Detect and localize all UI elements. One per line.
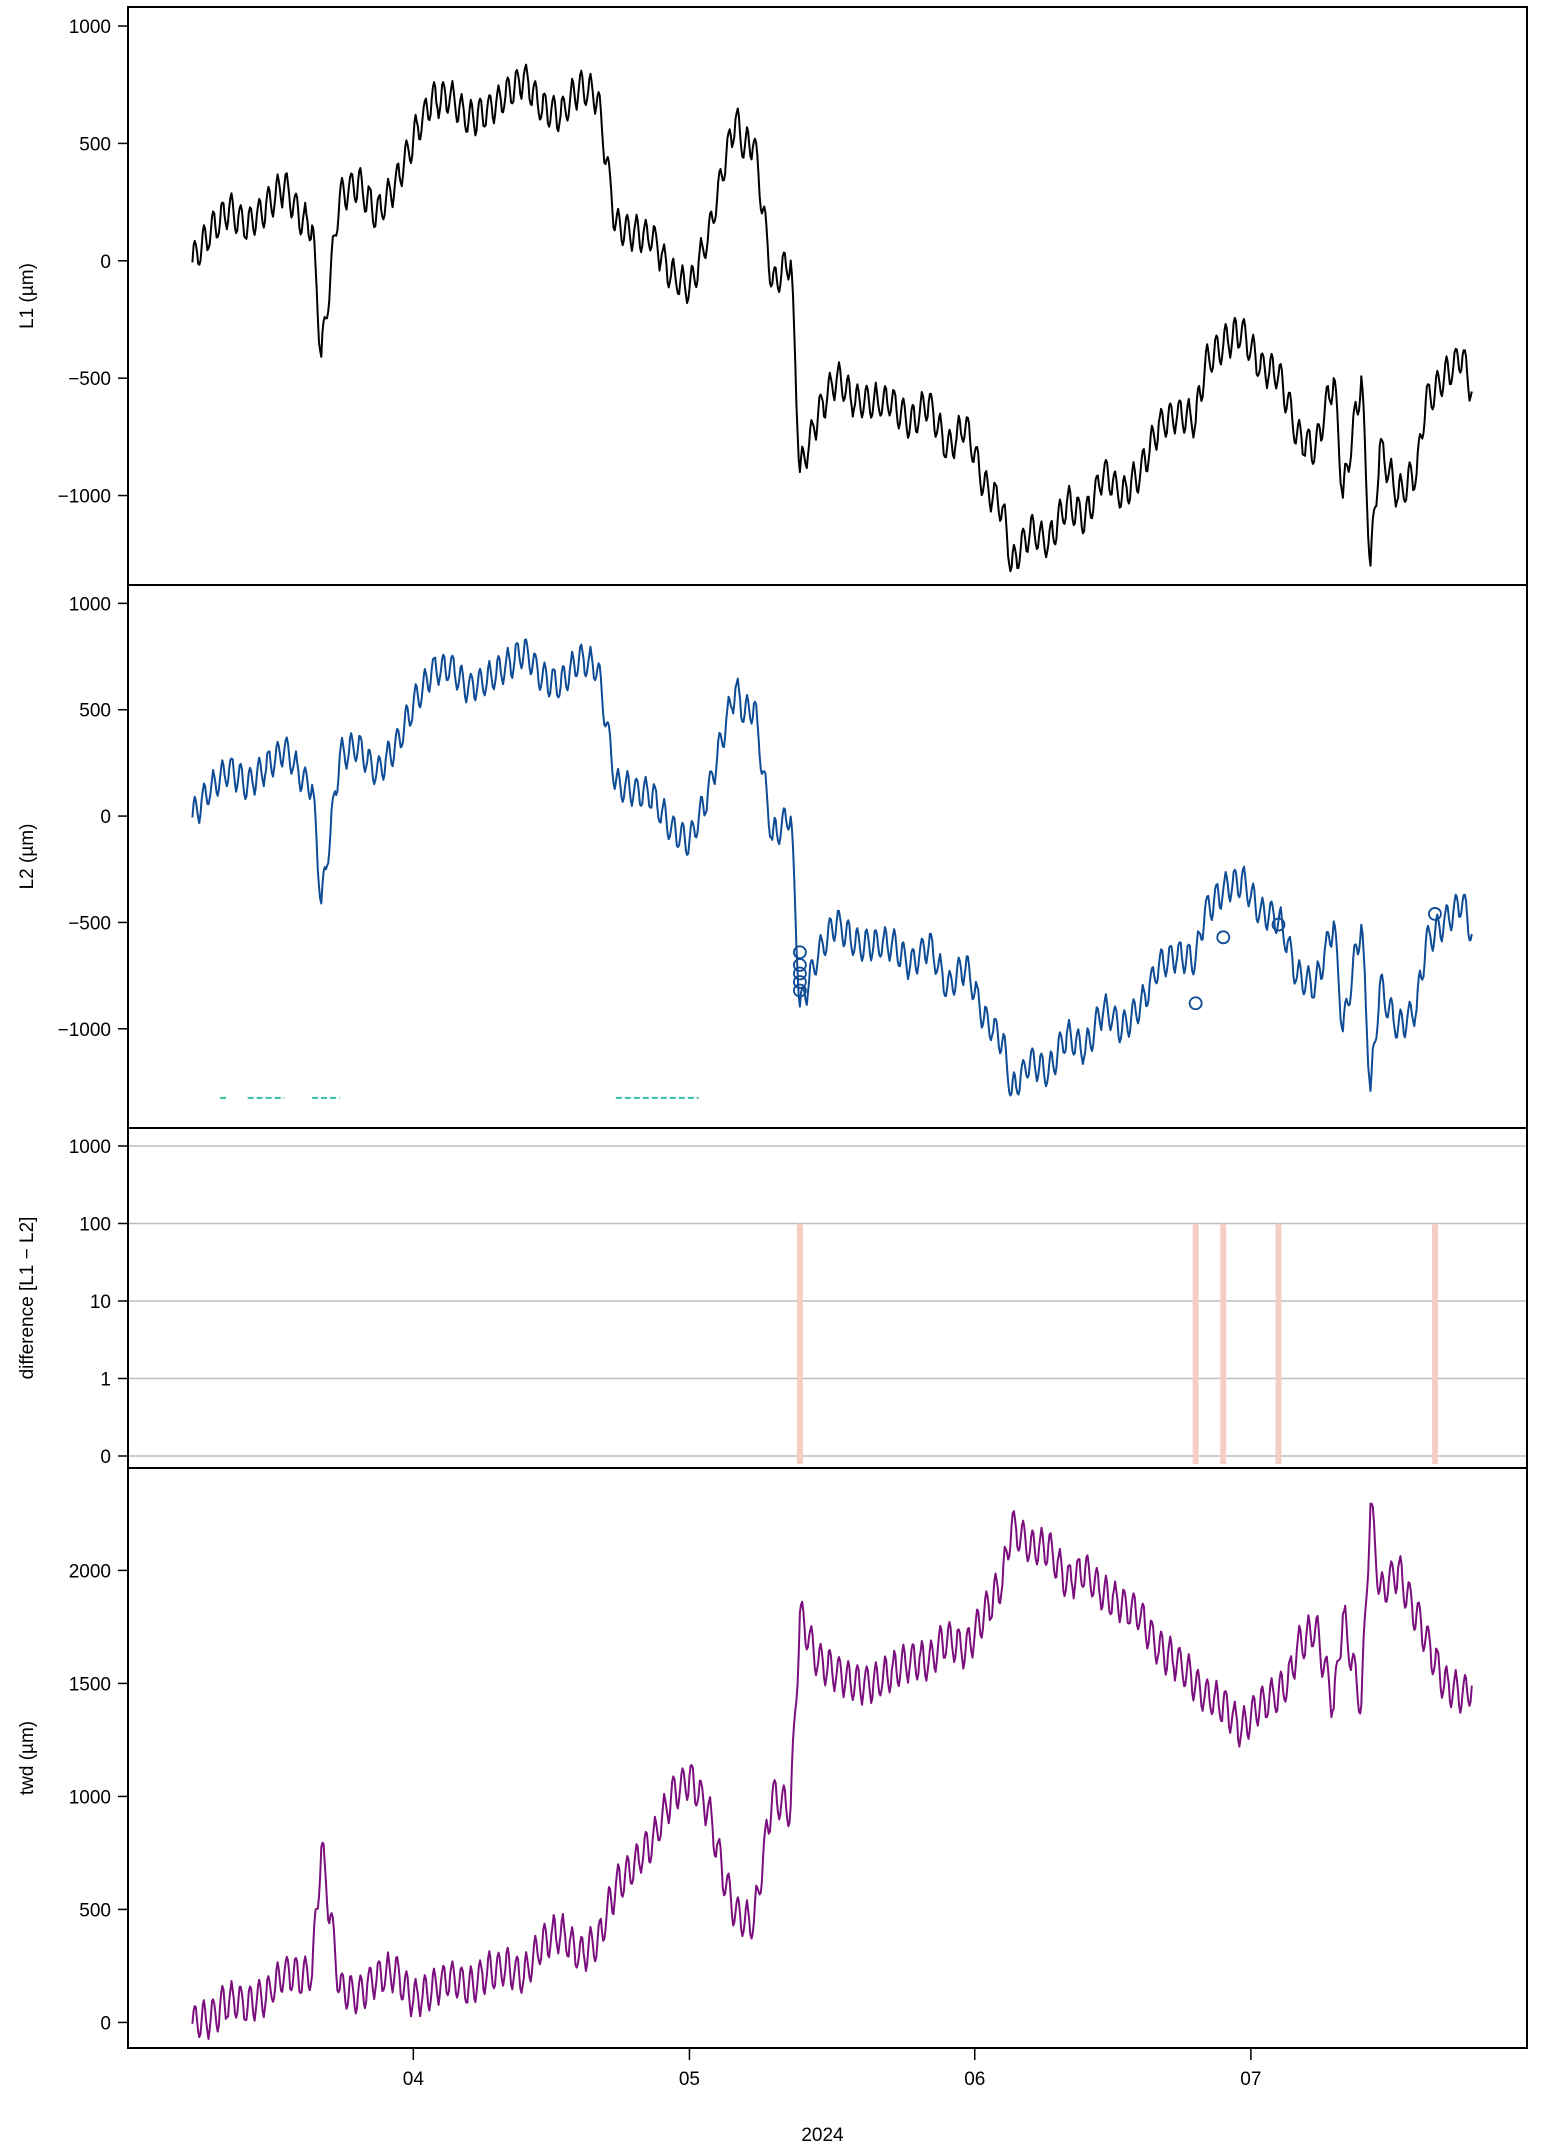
panel-frame xyxy=(127,584,1528,1129)
y-tick-label: 500 xyxy=(79,134,111,155)
y-axis-title: L2 (µm) xyxy=(17,824,38,890)
panel-frame xyxy=(127,1467,1528,2049)
y-tick-label: 1000 xyxy=(69,17,111,38)
difference-bar xyxy=(1275,1223,1282,1464)
y-tick-label: 1000 xyxy=(69,594,111,615)
flag-marker xyxy=(1216,930,1231,945)
y-tick-label: −500 xyxy=(68,369,111,390)
difference-bar xyxy=(796,1223,803,1464)
y-tick-label: 0 xyxy=(100,807,111,828)
flag-marker xyxy=(1428,907,1442,921)
y-tick-label: 1000 xyxy=(69,1137,111,1158)
flag-marker xyxy=(792,966,807,981)
series-line xyxy=(191,1502,1473,2040)
difference-bar xyxy=(1220,1223,1227,1464)
y-tick-label: −1000 xyxy=(58,487,111,508)
panel-frame xyxy=(127,1127,1528,1469)
x-axis-title: 2024 xyxy=(801,2125,844,2145)
series-line xyxy=(191,63,1473,573)
flag-marker xyxy=(792,983,807,998)
y-tick-label: 2000 xyxy=(69,1561,111,1582)
y-tick-label: 1500 xyxy=(69,1674,111,1695)
y-axis-title: L1 (µm) xyxy=(17,263,38,329)
y-tick-label: 0 xyxy=(100,1447,111,1468)
x-tick-label: 07 xyxy=(1240,2069,1261,2090)
y-tick-label: 500 xyxy=(79,701,111,722)
difference-bar xyxy=(1431,1223,1438,1464)
x-tick-label: 06 xyxy=(964,2069,985,2090)
y-tick-label: −1000 xyxy=(58,1020,111,1041)
flag-marker xyxy=(1188,996,1203,1011)
panel-1: 1000 500 0 −500 −1000 L1 (µm) xyxy=(17,6,1528,586)
flag-marker xyxy=(792,975,807,989)
y-tick-label: 0 xyxy=(100,2013,111,2034)
panel-4: 2000 1500 1000 500 0 twd (µm) xyxy=(17,1467,1528,2049)
y-tick-label: 1 xyxy=(100,1370,111,1391)
panel-2: 1000 500 0 −500 −1000 L2 (µm) xyxy=(17,584,1528,1129)
series-line xyxy=(191,638,1473,1097)
y-axis-title: twd (µm) xyxy=(17,1721,38,1795)
x-tick-label: 04 xyxy=(403,2069,425,2090)
flag-marker xyxy=(792,958,807,972)
x-tick-label: 05 xyxy=(679,2069,700,2090)
y-tick-label: 500 xyxy=(79,1900,111,1921)
flag-marker xyxy=(1271,917,1286,932)
y-tick-label: −500 xyxy=(68,913,111,934)
y-tick-label: 1000 xyxy=(69,1787,111,1808)
panel-frame xyxy=(127,6,1528,586)
x-axis: 04 05 06 07 2024 xyxy=(403,2048,1261,2145)
y-tick-label: 10 xyxy=(90,1292,111,1313)
y-tick-label: 100 xyxy=(79,1215,111,1236)
difference-bar xyxy=(1192,1223,1199,1464)
y-tick-label: 0 xyxy=(100,252,111,273)
y-axis-title: difference [L1 − L2] xyxy=(17,1217,38,1380)
